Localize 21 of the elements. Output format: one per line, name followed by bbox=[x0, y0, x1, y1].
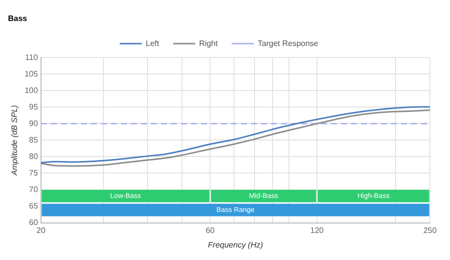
legend-label: Target Response bbox=[258, 38, 319, 48]
y-tick-label: 75 bbox=[29, 168, 38, 178]
y-tick-label: 65 bbox=[29, 201, 38, 210]
y-tick-label: 110 bbox=[25, 52, 38, 62]
y-tick-label: 85 bbox=[29, 135, 38, 144]
chart-title: Bass bbox=[8, 14, 28, 24]
y-axis-title: Amplitude (dB SPL) bbox=[10, 104, 20, 176]
x-tick-label: 20 bbox=[36, 226, 46, 235]
x-tick-label: 250 bbox=[423, 226, 438, 235]
x-tick-label: 60 bbox=[206, 226, 216, 235]
y-tick-label: 100 bbox=[24, 86, 38, 95]
y-tick-label: 70 bbox=[29, 184, 38, 194]
y-tick-label: 105 bbox=[24, 69, 38, 78]
y-tick-label: 90 bbox=[29, 118, 38, 128]
legend-label: Left bbox=[146, 38, 160, 48]
x-axis-title: Frequency (Hz) bbox=[208, 240, 264, 250]
y-tick-label: 60 bbox=[29, 218, 38, 228]
legend-label: Right bbox=[199, 38, 219, 48]
y-tick-label: 80 bbox=[29, 152, 38, 161]
x-tick-label: 120 bbox=[310, 226, 324, 235]
y-tick-label: 95 bbox=[29, 102, 38, 112]
